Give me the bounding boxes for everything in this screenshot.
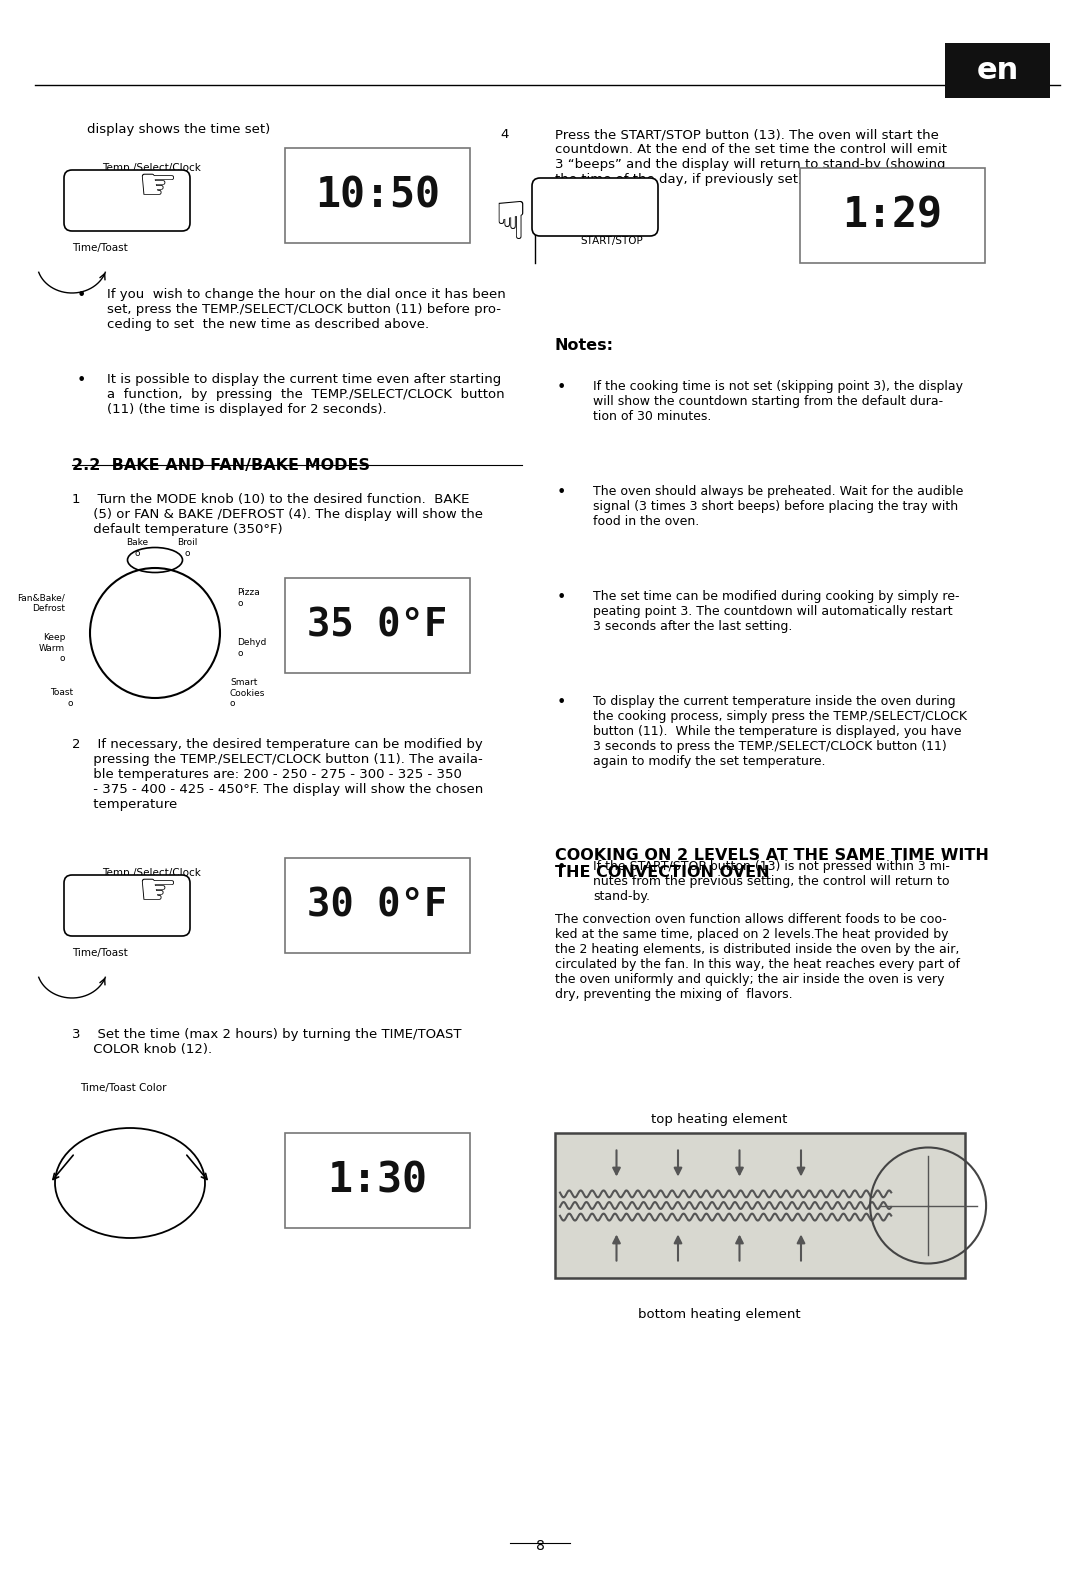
Text: 8: 8 (536, 1539, 544, 1553)
Text: Notes:: Notes: (555, 339, 615, 353)
FancyBboxPatch shape (285, 147, 470, 244)
Text: 10:50: 10:50 (315, 174, 440, 217)
Text: Bake
o: Bake o (126, 538, 148, 557)
FancyBboxPatch shape (945, 43, 1050, 98)
Text: •: • (557, 695, 566, 711)
Text: 2.2  BAKE AND FAN/BAKE MODES: 2.2 BAKE AND FAN/BAKE MODES (72, 457, 370, 473)
Text: top heating element: top heating element (651, 1113, 787, 1126)
Text: Keep
Warm
o: Keep Warm o (39, 633, 65, 663)
Text: Fan&Bake/
Defrost: Fan&Bake/ Defrost (17, 594, 65, 613)
Text: •: • (557, 484, 566, 500)
FancyBboxPatch shape (285, 1133, 470, 1228)
Text: •: • (77, 288, 86, 302)
Text: ☞: ☞ (137, 165, 177, 207)
FancyBboxPatch shape (800, 168, 985, 263)
Text: If the START/STOP button (13) is not pressed within 3 mi-
nutes from the previou: If the START/STOP button (13) is not pre… (593, 860, 950, 902)
Text: •: • (77, 374, 86, 388)
Text: Broil
o: Broil o (177, 538, 198, 557)
Text: The oven should always be preheated. Wait for the audible
signal (3 times 3 shor: The oven should always be preheated. Wai… (593, 484, 963, 529)
Text: Press the START/STOP button (13). The oven will start the
countdown. At the end : Press the START/STOP button (13). The ov… (555, 128, 947, 185)
Text: en: en (976, 55, 1018, 85)
FancyBboxPatch shape (285, 858, 470, 953)
Text: 1    Turn the MODE knob (10) to the desired function.  BAKE
     (5) or FAN & BA: 1 Turn the MODE knob (10) to the desired… (72, 492, 483, 537)
Text: The set time can be modified during cooking by simply re-
peating point 3. The c: The set time can be modified during cook… (593, 590, 959, 633)
Text: To display the current temperature inside the oven during
the cooking process, s: To display the current temperature insid… (593, 695, 967, 768)
Text: If the cooking time is not set (skipping point 3), the display
will show the cou: If the cooking time is not set (skipping… (593, 380, 963, 423)
Text: 1:30: 1:30 (327, 1159, 428, 1201)
Text: bottom heating element: bottom heating element (637, 1308, 800, 1320)
Text: START/STOP: START/STOP (580, 236, 643, 245)
Text: ☟: ☟ (494, 198, 526, 250)
Text: Time/Toast Color: Time/Toast Color (80, 1083, 166, 1092)
Text: ☞: ☞ (137, 871, 177, 913)
Text: If you  wish to change the hour on the dial once it has been
set, press the TEMP: If you wish to change the hour on the di… (107, 288, 505, 331)
Text: •: • (557, 590, 566, 605)
Text: 3    Set the time (max 2 hours) by turning the TIME/TOAST
     COLOR knob (12).: 3 Set the time (max 2 hours) by turning … (72, 1027, 461, 1056)
Text: •: • (557, 860, 566, 875)
Text: Toast
o: Toast o (50, 689, 73, 708)
Text: 30 0°F: 30 0°F (308, 886, 447, 924)
Text: COOKING ON 2 LEVELS AT THE SAME TIME WITH
THE CONVECTION OVEN: COOKING ON 2 LEVELS AT THE SAME TIME WIT… (555, 848, 989, 880)
Text: 2    If necessary, the desired temperature can be modified by
     pressing the : 2 If necessary, the desired temperature … (72, 738, 483, 810)
Text: 35 0°F: 35 0°F (308, 606, 447, 644)
Text: Temp./Select/Clock: Temp./Select/Clock (102, 163, 201, 173)
Text: 1:29: 1:29 (842, 195, 943, 236)
Text: 4: 4 (500, 128, 509, 141)
Text: Temp./Select/Clock: Temp./Select/Clock (102, 867, 201, 879)
Text: display shows the time set): display shows the time set) (87, 123, 270, 136)
FancyBboxPatch shape (285, 578, 470, 673)
FancyBboxPatch shape (64, 875, 190, 936)
FancyBboxPatch shape (532, 177, 658, 236)
Text: Pizza
o: Pizza o (237, 589, 260, 608)
Text: Time/Toast: Time/Toast (72, 244, 127, 253)
FancyBboxPatch shape (64, 169, 190, 231)
Text: Smart
Cookies
o: Smart Cookies o (230, 678, 266, 708)
Text: Time/Toast: Time/Toast (72, 948, 127, 958)
Text: •: • (557, 380, 566, 396)
Text: Dehyd
o: Dehyd o (237, 638, 267, 657)
FancyBboxPatch shape (555, 1133, 966, 1277)
Text: It is possible to display the current time even after starting
a  function,  by : It is possible to display the current ti… (107, 374, 504, 416)
Text: The convection oven function allows different foods to be coo-
ked at the same t: The convection oven function allows diff… (555, 913, 960, 1000)
